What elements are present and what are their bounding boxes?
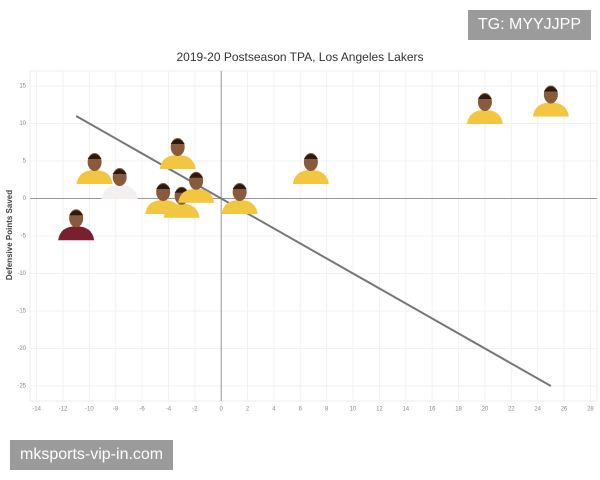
player-jersey: [292, 170, 329, 184]
y-tick-label: -10: [17, 271, 26, 277]
x-tick-label: 10: [350, 407, 357, 413]
x-tick-label: 12: [376, 407, 383, 413]
x-tick-label: 8: [325, 407, 329, 413]
player-hair: [477, 94, 492, 99]
x-tick-label: 22: [508, 407, 515, 413]
player-marker: [76, 153, 113, 184]
x-tick-label: 26: [561, 407, 568, 413]
y-tick-label: 5: [23, 159, 27, 165]
player-marker: [292, 153, 329, 184]
player-hair: [87, 154, 102, 159]
y-tick-label: -15: [17, 309, 26, 315]
x-tick-label: 14: [402, 407, 409, 413]
x-tick-label: 16: [429, 407, 436, 413]
player-jersey: [221, 200, 258, 214]
player-marker: [178, 171, 215, 203]
player-jersey: [532, 102, 569, 117]
player-jersey: [58, 226, 95, 241]
x-tick-label: -8: [113, 407, 119, 413]
player-hair: [232, 184, 247, 189]
player-hair: [112, 169, 127, 174]
player-jersey: [466, 110, 503, 124]
y-tick-label: 10: [19, 121, 26, 127]
player-jersey: [101, 185, 138, 199]
x-tick-label: 4: [272, 407, 276, 413]
player-hair: [156, 184, 171, 189]
x-tick-label: 0: [220, 407, 224, 413]
watermark: mksports-vip-in.com: [10, 440, 174, 470]
player-jersey: [163, 203, 200, 218]
x-tick-label: 2: [246, 407, 250, 413]
x-tick-label: 24: [534, 407, 541, 413]
player-marker: [101, 168, 138, 199]
x-tick-label: -2: [192, 407, 198, 413]
player-hair: [543, 86, 558, 92]
y-tick-label: -20: [17, 346, 26, 352]
y-tick-label: -5: [21, 234, 27, 240]
trend-line: [75, 115, 552, 387]
x-tick-label: -4: [166, 407, 172, 413]
x-tick-label: 18: [455, 407, 462, 413]
player-hair: [69, 210, 84, 216]
player-hair: [189, 172, 204, 178]
y-axis-label: Defensive Points Saved: [5, 190, 14, 280]
player-hair: [303, 154, 318, 159]
player-marker: [159, 138, 196, 169]
x-tick-label: -6: [139, 407, 145, 413]
player-marker: [58, 209, 95, 241]
chart-title: 2019-20 Postseason TPA, Los Angeles Lake…: [176, 50, 423, 64]
x-tick-label: 6: [299, 407, 303, 413]
x-tick-label: 28: [587, 407, 594, 413]
x-tick-label: -10: [85, 407, 94, 413]
player-marker: [532, 85, 569, 117]
player-marker: [466, 93, 503, 124]
y-tick-label: 15: [19, 84, 26, 90]
y-tick-label: 0: [23, 196, 27, 202]
player-jersey: [159, 155, 196, 169]
x-tick-label: -14: [32, 407, 41, 413]
player-jersey: [178, 188, 215, 203]
x-tick-label: -12: [59, 407, 68, 413]
watermark: TG: MYYJJPP: [467, 10, 591, 40]
player-hair: [170, 139, 185, 144]
x-tick-label: 20: [482, 407, 489, 413]
player-jersey: [76, 170, 113, 184]
y-tick-label: -25: [17, 384, 26, 390]
player-marker: [221, 183, 258, 214]
